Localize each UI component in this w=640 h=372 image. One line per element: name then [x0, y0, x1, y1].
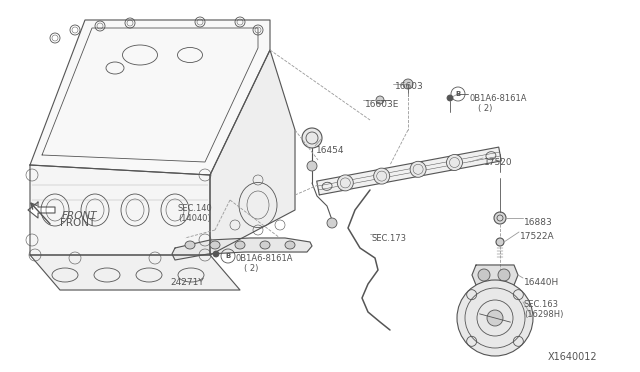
Text: 16603: 16603	[395, 82, 424, 91]
Polygon shape	[30, 165, 210, 255]
Ellipse shape	[210, 241, 220, 249]
Polygon shape	[210, 50, 295, 255]
Text: 0B1A6-8161A: 0B1A6-8161A	[470, 94, 527, 103]
Text: (14040): (14040)	[178, 214, 211, 223]
Text: 17520: 17520	[484, 158, 513, 167]
Text: X1640012: X1640012	[548, 352, 598, 362]
Polygon shape	[30, 255, 240, 290]
Polygon shape	[472, 265, 518, 285]
Ellipse shape	[260, 241, 270, 249]
Circle shape	[327, 218, 337, 228]
Text: SEC.140: SEC.140	[178, 204, 212, 213]
Circle shape	[496, 238, 504, 246]
Text: 16454: 16454	[316, 146, 344, 155]
Ellipse shape	[185, 241, 195, 249]
Ellipse shape	[285, 241, 295, 249]
Circle shape	[410, 161, 426, 177]
Circle shape	[447, 154, 463, 170]
Text: 16440H: 16440H	[524, 278, 559, 287]
Circle shape	[302, 128, 322, 148]
Circle shape	[457, 280, 533, 356]
Circle shape	[337, 175, 353, 191]
Text: B: B	[456, 91, 461, 97]
Circle shape	[494, 212, 506, 224]
Circle shape	[403, 79, 413, 89]
Text: SEC.173: SEC.173	[372, 234, 407, 243]
Text: 17522A: 17522A	[520, 232, 555, 241]
Text: (16298H): (16298H)	[524, 310, 563, 319]
Circle shape	[374, 168, 390, 184]
Circle shape	[498, 269, 510, 281]
Text: FRONT: FRONT	[60, 218, 95, 228]
Text: 16883: 16883	[524, 218, 553, 227]
Circle shape	[478, 269, 490, 281]
Ellipse shape	[235, 241, 245, 249]
Polygon shape	[30, 20, 270, 175]
Text: 0B1A6-8161A: 0B1A6-8161A	[236, 254, 294, 263]
Text: 24271Y: 24271Y	[170, 278, 204, 287]
Text: B: B	[225, 253, 230, 259]
Text: SEC.163: SEC.163	[524, 300, 559, 309]
Polygon shape	[317, 147, 501, 195]
Circle shape	[213, 251, 219, 257]
Polygon shape	[28, 202, 55, 218]
Circle shape	[487, 310, 503, 326]
Polygon shape	[172, 238, 312, 260]
Circle shape	[447, 95, 453, 101]
Text: 16603E: 16603E	[365, 100, 399, 109]
Circle shape	[307, 161, 317, 171]
Circle shape	[376, 96, 384, 104]
Text: FRONT: FRONT	[62, 211, 97, 221]
Text: ( 2): ( 2)	[244, 264, 259, 273]
Text: ( 2): ( 2)	[478, 104, 492, 113]
